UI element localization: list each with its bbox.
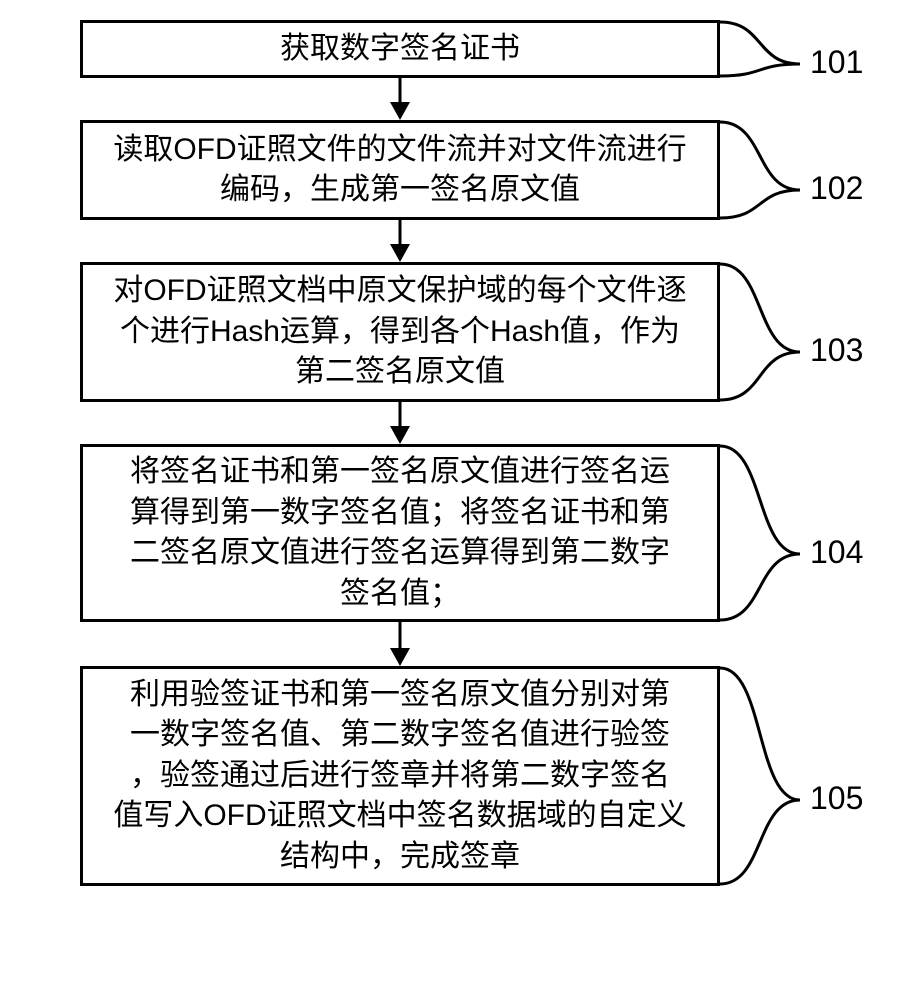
step-label-102: 102 (810, 170, 863, 207)
flow-node-text: 读取OFD证照文件的文件流并对文件流进行 编码，生成第一签名原文值 (113, 130, 686, 211)
bracket-103 (720, 264, 804, 404)
flow-node-text: 对OFD证照文档中原文保护域的每个文件逐 个进行Hash运算，得到各个Hash值… (113, 271, 686, 393)
bracket-104 (720, 446, 804, 624)
flow-node-n3: 对OFD证照文档中原文保护域的每个文件逐 个进行Hash运算，得到各个Hash值… (80, 262, 720, 402)
flow-arrow-2 (380, 402, 420, 444)
flowchart-canvas: 获取数字签名证书读取OFD证照文件的文件流并对文件流进行 编码，生成第一签名原文… (0, 0, 919, 1000)
flow-arrow-0 (380, 78, 420, 120)
flow-node-n4: 将签名证书和第一签名原文值进行签名运 算得到第一数字签名值；将签名证书和第 二签… (80, 444, 720, 622)
flow-node-text: 利用验签证书和第一签名原文值分别对第 一数字签名值、第二数字签名值进行验签 ，验… (113, 675, 686, 878)
bracket-102 (720, 122, 804, 222)
flow-arrow-1 (380, 220, 420, 262)
bracket-105 (720, 668, 804, 888)
step-label-104: 104 (810, 534, 863, 571)
flow-arrow-3 (380, 622, 420, 666)
step-label-101: 101 (810, 44, 863, 81)
step-label-103: 103 (810, 332, 863, 369)
flow-node-n1: 获取数字签名证书 (80, 20, 720, 78)
flow-node-n5: 利用验签证书和第一签名原文值分别对第 一数字签名值、第二数字签名值进行验签 ，验… (80, 666, 720, 886)
flow-node-n2: 读取OFD证照文件的文件流并对文件流进行 编码，生成第一签名原文值 (80, 120, 720, 220)
bracket-101 (720, 22, 804, 80)
flow-node-text: 将签名证书和第一签名原文值进行签名运 算得到第一数字签名值；将签名证书和第 二签… (130, 452, 670, 614)
step-label-105: 105 (810, 780, 863, 817)
flow-node-text: 获取数字签名证书 (280, 29, 520, 70)
